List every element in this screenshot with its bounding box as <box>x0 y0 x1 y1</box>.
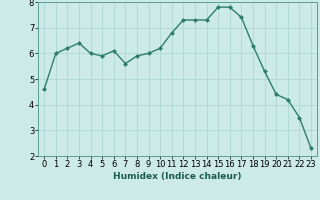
X-axis label: Humidex (Indice chaleur): Humidex (Indice chaleur) <box>113 172 242 181</box>
